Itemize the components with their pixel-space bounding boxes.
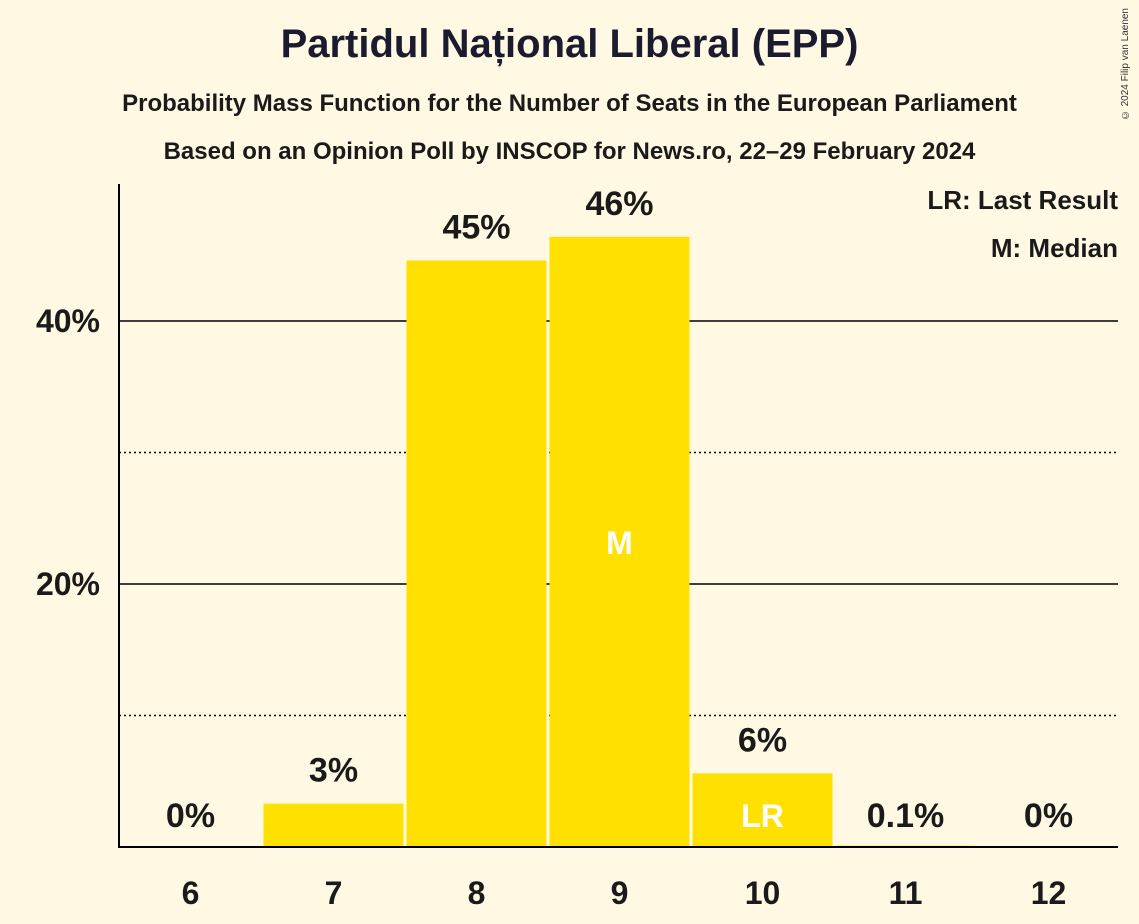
- chart-subtitle: Probability Mass Function for the Number…: [122, 90, 1017, 117]
- value-label-10: 6%: [738, 721, 787, 759]
- chart-title: Partidul Național Liberal (EPP): [280, 22, 859, 66]
- bar-9: [549, 236, 690, 848]
- value-label-7: 3%: [309, 752, 358, 790]
- legend-last-result: LR: Last Result: [927, 185, 1118, 215]
- value-label-8: 45%: [442, 209, 510, 247]
- bars: [263, 236, 976, 848]
- x-tick-label: 9: [611, 875, 629, 911]
- last-result-marker: LR: [741, 798, 784, 834]
- x-tick-label: 11: [889, 875, 923, 911]
- bar-7: [263, 803, 404, 847]
- x-tick-label: 8: [468, 875, 486, 911]
- y-tick-label: 40%: [36, 303, 100, 339]
- axes: 20% 40% 6 7 8 9 10 11 12: [36, 184, 1118, 911]
- bar-8: [406, 260, 547, 847]
- x-tick-label: 12: [1031, 875, 1067, 911]
- legend-median: M: Median: [991, 233, 1118, 263]
- y-tick-label: 20%: [36, 566, 100, 602]
- x-tick-label: 7: [325, 875, 343, 911]
- value-label-9: 46%: [585, 185, 653, 223]
- data-labels: 0% 3% 45% 46% M 6% LR 0.1% 0%: [166, 185, 1073, 835]
- value-label-12: 0%: [1024, 797, 1073, 835]
- x-tick-label: 10: [745, 875, 781, 911]
- value-label-11: 0.1%: [867, 797, 945, 835]
- bar-10: [692, 773, 833, 847]
- chart-source: Based on an Opinion Poll by INSCOP for N…: [163, 138, 976, 165]
- value-label-6: 0%: [166, 797, 215, 835]
- x-tick-label: 6: [182, 875, 200, 911]
- median-marker: M: [606, 525, 633, 561]
